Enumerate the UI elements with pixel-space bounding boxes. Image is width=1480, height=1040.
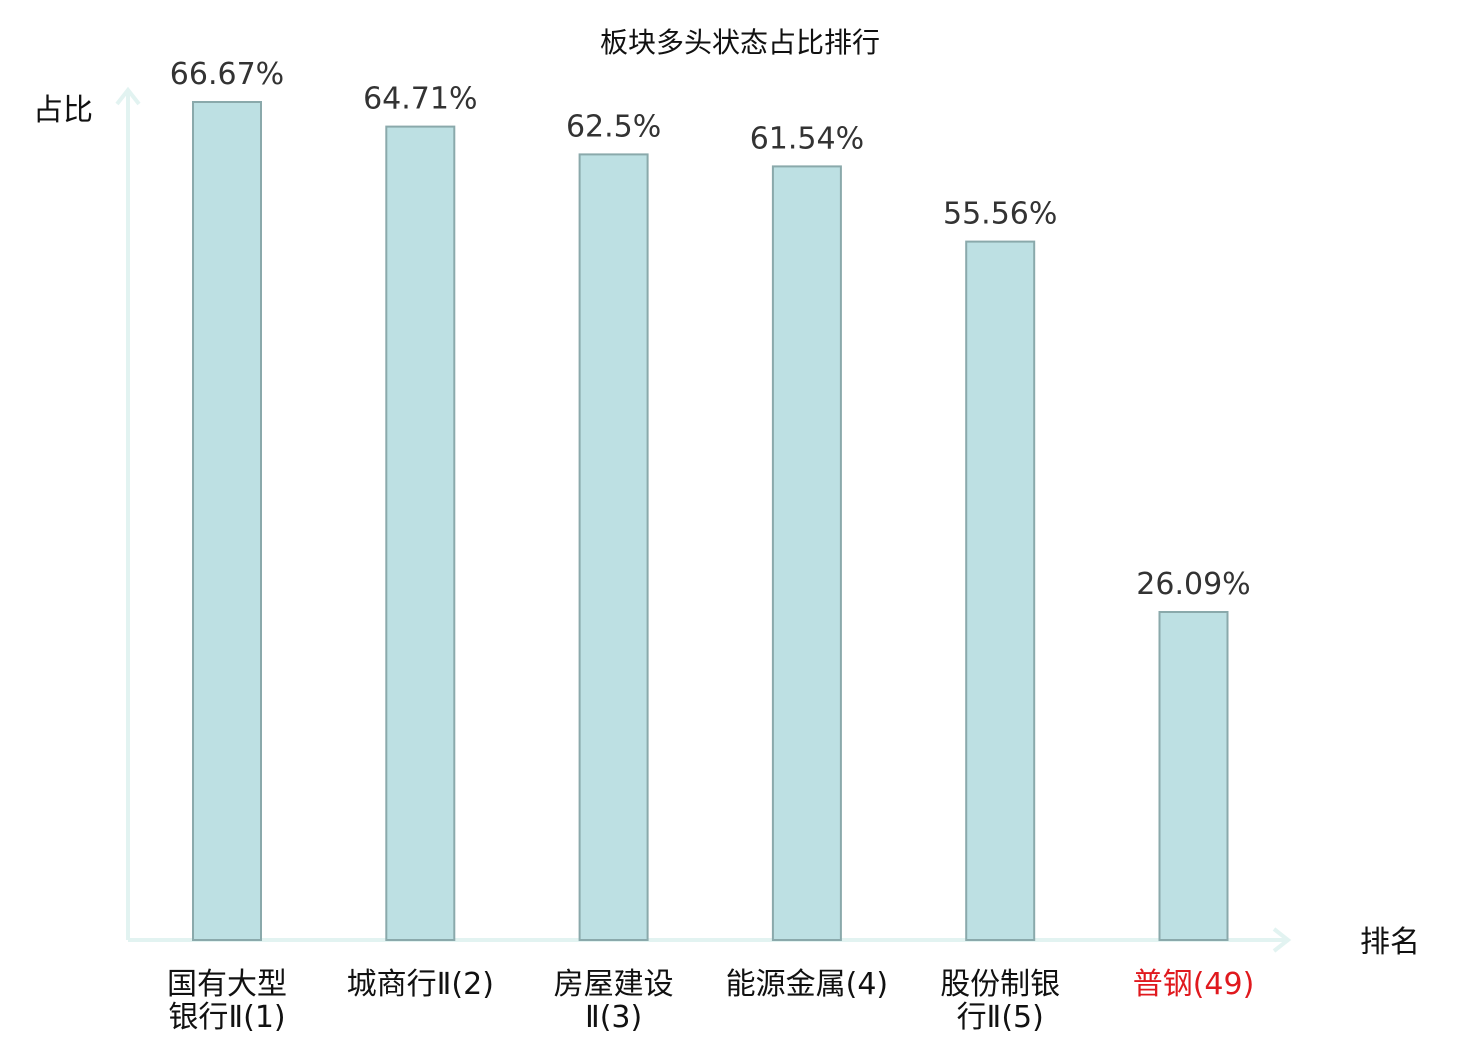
bar-value-label: 55.56% bbox=[943, 197, 1057, 232]
x-tick-label: Ⅱ(3) bbox=[585, 1000, 642, 1035]
x-tick-label: 城商行Ⅱ(2) bbox=[347, 967, 494, 1002]
bars-group bbox=[192, 101, 1229, 942]
x-tick-label: 房屋建设 bbox=[554, 967, 674, 1002]
x-axis-arrow bbox=[1272, 927, 1292, 953]
x-tick-label: 银行Ⅱ(1) bbox=[168, 1000, 285, 1035]
x-tick-label: 国有大型 bbox=[167, 967, 287, 1002]
x-axis-label: 排名 bbox=[1360, 925, 1420, 960]
bar bbox=[192, 101, 262, 941]
bar-value-label: 61.54% bbox=[750, 121, 864, 156]
y-axis-arrow bbox=[115, 86, 141, 106]
axes bbox=[115, 86, 1292, 953]
y-axis-label: 占比 bbox=[33, 93, 93, 128]
x-tick-label: 行Ⅱ(5) bbox=[957, 1000, 1044, 1035]
x-tick-label: 普钢(49) bbox=[1133, 967, 1255, 1002]
chart-title: 板块多头状态占比排行 bbox=[600, 26, 880, 59]
bar bbox=[771, 165, 842, 941]
bar-value-label: 26.09% bbox=[1136, 567, 1250, 602]
bar bbox=[385, 125, 456, 942]
x-tick-label: 股份制银 bbox=[940, 967, 1060, 1002]
bar bbox=[965, 240, 1036, 942]
bar-value-label: 66.67% bbox=[170, 57, 284, 92]
bar-value-label: 62.5% bbox=[566, 109, 661, 144]
bar bbox=[1158, 611, 1229, 941]
bar-value-label: 64.71% bbox=[363, 82, 477, 117]
x-tick-label: 能源金属(4) bbox=[726, 967, 889, 1002]
bar bbox=[578, 153, 649, 941]
value-labels-group: 66.67% 64.71% 62.5% 61.54% 55.56% 26.09% bbox=[170, 57, 1251, 602]
